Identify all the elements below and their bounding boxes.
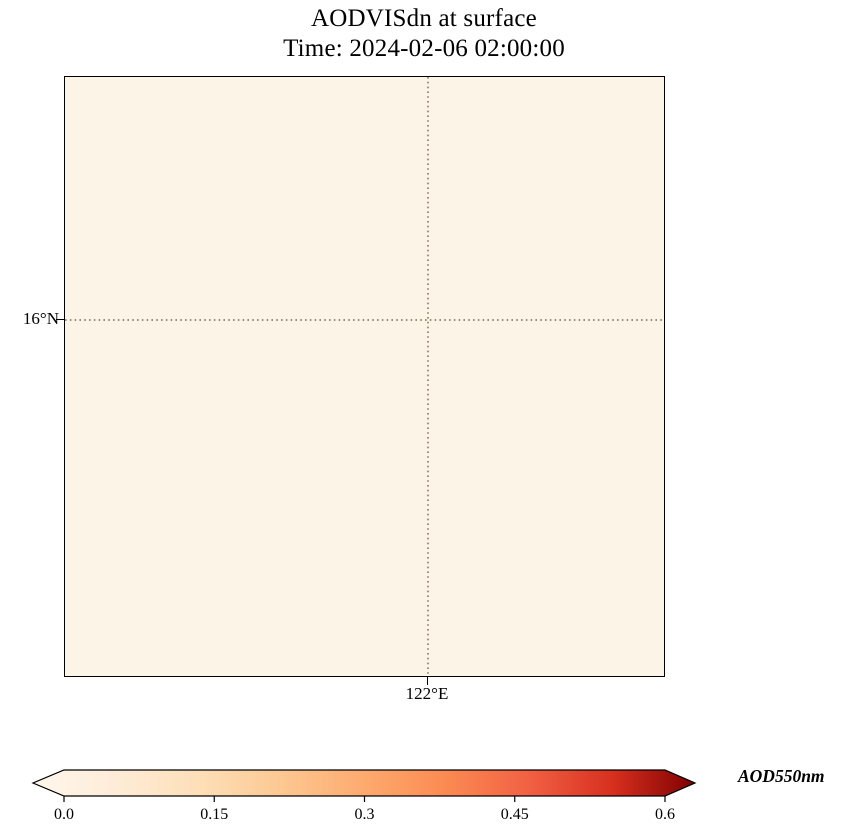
colorbar-tick-label-2: 0.3	[354, 806, 375, 823]
figure-title-main: AODVISdn at surface	[311, 5, 537, 32]
colorbar-label: AOD550nm	[738, 766, 825, 786]
colorbar-swatch	[31, 769, 697, 797]
ytick-label-16n: 16°N	[22, 309, 59, 328]
xtick-label-122e: 122°E	[0, 684, 848, 704]
map-plot-area	[64, 76, 665, 677]
colorbar	[31, 769, 697, 802]
figure-title-subtitle: Time: 2024-02-06 02:00:00	[283, 34, 565, 62]
xtick-label-122e-text: 122°E	[405, 684, 449, 703]
colorbar-tick-label-3: 0.45	[500, 806, 529, 823]
aod-heatmap-raster	[65, 77, 664, 676]
figure-title: AODVISdn at surface Time: 2024-02-06 02:…	[0, 4, 848, 63]
colorbar-tick-label-1: 0.15	[200, 806, 229, 823]
colorbar-tick-label-0: 0.0	[54, 806, 74, 823]
colorbar-tick-label-4: 0.6	[655, 806, 675, 823]
colorbar-tick-marks	[63, 796, 666, 802]
ytick-mark-16n	[56, 319, 64, 321]
xtick-mark-122e	[427, 677, 429, 685]
